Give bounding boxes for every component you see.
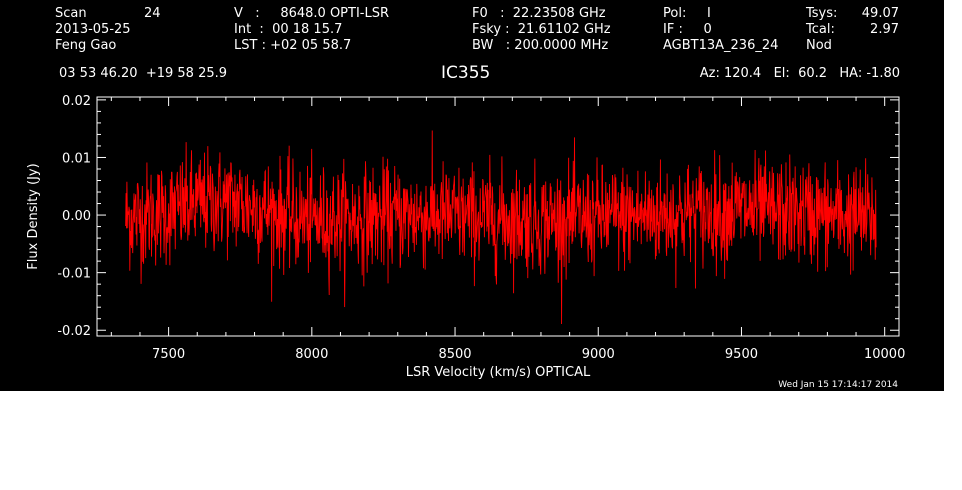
tcal-label: Tcal:: [806, 22, 835, 37]
y-tick-label: -0.01: [57, 267, 91, 282]
observation-date: 2013-05-25: [55, 22, 131, 37]
sky-frequency: Fsky : 21.61102 GHz: [472, 22, 611, 37]
x-tick-label: 7500: [152, 347, 185, 362]
x-tick-label: 9000: [582, 347, 615, 362]
velocity-readout: V : 8648.0 OPTI-LSR: [234, 6, 390, 21]
x-axis-label: LSR Velocity (km/s) OPTICAL: [406, 365, 591, 380]
plot-timestamp: Wed Jan 15 17:14:17 2014: [778, 380, 898, 390]
tsys-label: Tsys:: [806, 6, 838, 21]
scan-label: Scan: [55, 6, 87, 21]
axis-ticks: [97, 97, 899, 336]
rest-frequency: F0 : 22.23508 GHz: [472, 6, 606, 21]
tsys-value: 49.07: [861, 6, 899, 21]
x-tick-label: 8000: [295, 347, 328, 362]
x-tick-label: 10000: [864, 347, 905, 362]
x-tick-label: 9500: [725, 347, 758, 362]
if-number: IF : 0: [663, 22, 712, 37]
observing-mode: Nod: [806, 38, 832, 53]
y-tick-label: 0.00: [62, 209, 91, 224]
az-el-ha: Az: 120.4 El: 60.2 HA: -1.80: [699, 66, 900, 81]
y-tick-label: -0.02: [57, 324, 91, 339]
observer-name: Feng Gao: [55, 38, 117, 53]
tcal-value: 2.97: [870, 22, 899, 37]
tick-labels: 7500 8000 8500 9000 9500 10000 -0.02 -0.01 0.00 0…: [57, 94, 905, 362]
spectrum-series-line: [125, 130, 877, 325]
y-tick-label: 0.02: [62, 94, 91, 109]
plot-frame: [96, 96, 900, 337]
bandwidth: BW : 200.0000 MHz: [472, 38, 609, 53]
x-tick-label: 8500: [438, 347, 471, 362]
lst-readout: LST : +02 05 58.7: [234, 38, 352, 53]
project-id: AGBT13A_236_24: [663, 38, 779, 53]
y-tick-label: 0.01: [62, 151, 91, 166]
source-coordinates: 03 53 46.20 +19 58 25.9: [59, 66, 228, 81]
source-name: IC355: [441, 63, 491, 83]
polarization: Pol: I: [663, 6, 711, 21]
integration-time: Int : 00 18 15.7: [234, 22, 343, 37]
spectrum-trace-group: [125, 130, 877, 325]
spectrum-chart: 7500 8000 8500 9000 9500 10000 -0.02 -0.01 0.00 0…: [26, 94, 905, 380]
y-axis-label: Flux Density (Jy): [26, 163, 41, 269]
scan-number: 24: [144, 6, 161, 21]
